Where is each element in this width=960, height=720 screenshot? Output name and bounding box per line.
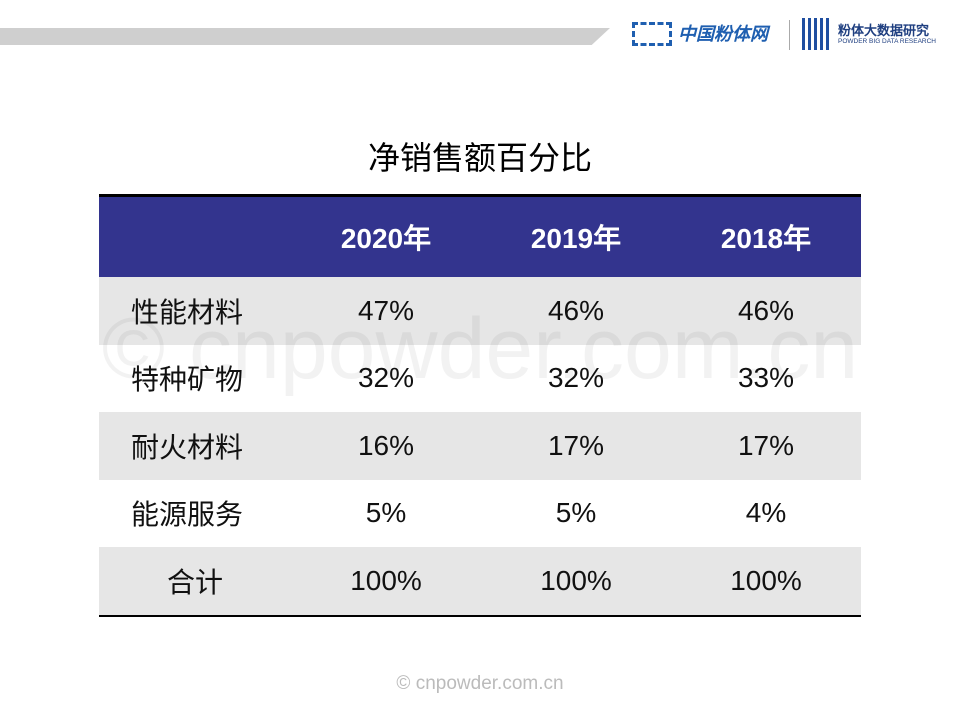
logo-divider bbox=[789, 20, 790, 50]
cell: 100% bbox=[730, 564, 802, 596]
cell: 5% bbox=[555, 497, 597, 529]
row-label: 特种矿物 bbox=[131, 364, 244, 396]
cell: 100% bbox=[350, 564, 422, 596]
footer: © cnpowder.com.cn bbox=[396, 673, 564, 694]
cell: 5% bbox=[365, 497, 407, 529]
row-label: 合计 bbox=[166, 566, 223, 598]
cell: 17% bbox=[737, 429, 795, 461]
logo-icon bbox=[802, 18, 832, 50]
logo-icon bbox=[632, 22, 672, 46]
watermark: © cnpowder.com.cn bbox=[101, 301, 859, 397]
table-row: 耐火材料 16% 17% 17% bbox=[99, 412, 861, 480]
cell: 46% bbox=[737, 294, 795, 326]
cell: 16% bbox=[357, 429, 415, 461]
cell: 32% bbox=[357, 362, 415, 394]
cell: 100% bbox=[540, 564, 612, 596]
row-label: 耐火材料 bbox=[131, 431, 244, 463]
title: 净销售额百分比 bbox=[367, 140, 592, 176]
table-row: 合计 100% 100% 100% bbox=[99, 547, 861, 615]
cell: 33% bbox=[737, 362, 795, 394]
cell: 32% bbox=[547, 362, 605, 394]
table-row: 能源服务 5% 5% 4% bbox=[99, 480, 861, 548]
row-label: 能源服务 bbox=[131, 499, 244, 531]
table-row: 性能材料 47% 46% 46% bbox=[99, 277, 861, 345]
logo-right-sub: POWDER BIG DATA RESEARCH bbox=[838, 38, 936, 45]
table: 2020年 2019年 2018年性能材料 47% 46% 46% 特种矿物 32% 32% 33… bbox=[99, 194, 861, 617]
header-cell: 2019年 bbox=[530, 223, 622, 254]
header-cell: 2020年 bbox=[340, 223, 432, 254]
cell: 46% bbox=[547, 294, 605, 326]
logo-left: 中国粉体网 bbox=[678, 24, 768, 44]
header-cell: 2018年 bbox=[720, 223, 812, 254]
cell: 47% bbox=[357, 294, 415, 326]
logo-right: 粉体大数据研究 bbox=[838, 23, 930, 38]
cell: 17% bbox=[547, 429, 605, 461]
table-row: 特种矿物 32% 32% 33% bbox=[99, 345, 861, 413]
row-label: 性能材料 bbox=[131, 296, 244, 328]
cell: 4% bbox=[745, 497, 787, 529]
header-bar bbox=[0, 28, 610, 45]
header-row: 2020年 2019年 2018年 bbox=[99, 197, 861, 277]
